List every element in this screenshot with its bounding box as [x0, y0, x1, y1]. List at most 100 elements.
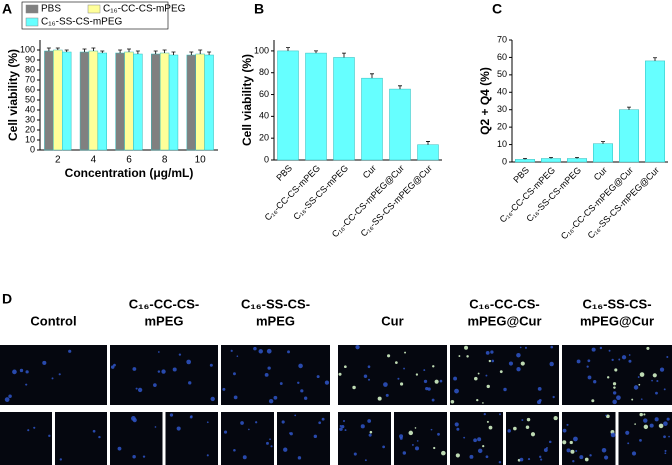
error-bar: [189, 51, 194, 55]
cell: [485, 350, 490, 355]
panel-title: C₁₆-SS-CS-: [241, 296, 310, 311]
cell: [599, 346, 603, 350]
cell: [232, 372, 236, 376]
error-bar: [198, 49, 203, 54]
cell: [455, 453, 460, 458]
cell: [427, 387, 431, 391]
panel-title: C₁₆-CC-CS-: [129, 296, 200, 311]
cell: [540, 458, 543, 461]
cell: [537, 386, 542, 391]
y-tick-label: 0: [30, 144, 35, 154]
cell: [439, 379, 443, 383]
cell: [643, 413, 646, 416]
cell: [639, 438, 642, 442]
y-tick-label: 20: [497, 122, 507, 132]
x-tick-label: PBS: [274, 163, 294, 183]
cell: [303, 396, 308, 400]
micrograph: [221, 345, 330, 405]
error-bar: [100, 50, 105, 53]
bar: [168, 54, 179, 151]
bar: [277, 50, 299, 161]
y-tick-label: 50: [497, 69, 507, 79]
cell: [270, 445, 273, 448]
y-tick-label: 70: [497, 34, 507, 44]
micrograph: [277, 412, 330, 465]
cell: [539, 455, 542, 458]
cell: [369, 430, 373, 434]
cell: [434, 379, 439, 384]
cell: [206, 454, 209, 457]
cell: [132, 455, 136, 459]
cell: [12, 369, 17, 375]
cell: [402, 451, 407, 455]
cell: [498, 460, 502, 464]
cell: [415, 373, 419, 376]
cell: [482, 444, 485, 448]
cell: [300, 389, 304, 393]
cell: [527, 458, 531, 461]
error-bar: [342, 52, 346, 58]
y-tick-label: 100: [20, 44, 35, 54]
cell: [367, 365, 371, 369]
error-bar: [153, 50, 158, 54]
micrograph: [221, 412, 274, 465]
cell: [618, 358, 621, 361]
cell: [628, 354, 631, 356]
cell: [589, 454, 592, 457]
cell: [4, 397, 10, 402]
y-tick-label: 20: [25, 124, 35, 134]
cell: [404, 351, 406, 354]
cell: [453, 376, 458, 381]
cell: [491, 359, 495, 363]
cell: [423, 369, 426, 372]
cell: [248, 428, 250, 431]
cell: [454, 388, 459, 394]
micrograph: [0, 412, 52, 465]
cell: [456, 427, 460, 431]
micrograph: [110, 345, 218, 405]
cell: [476, 398, 479, 402]
cell: [488, 359, 492, 363]
x-tick-label: Cur: [592, 165, 609, 182]
cell: [258, 349, 263, 354]
cell: [458, 355, 461, 357]
cell: [289, 432, 291, 434]
y-tick-label: 60: [25, 84, 35, 94]
cell: [430, 428, 433, 431]
cell: [157, 351, 160, 353]
cell: [553, 415, 558, 421]
panel-title: Control: [30, 313, 76, 328]
cell: [524, 346, 527, 349]
cell: [652, 373, 657, 378]
bar: [389, 88, 411, 161]
cell: [612, 391, 617, 395]
cell: [98, 435, 101, 439]
cell: [519, 457, 524, 462]
error-bar: [207, 51, 212, 55]
cell: [42, 360, 47, 365]
bar: [515, 159, 535, 163]
error-bar: [653, 57, 657, 61]
cell: [397, 377, 400, 380]
cell: [431, 398, 435, 402]
cell: [255, 421, 258, 424]
cell: [110, 365, 115, 369]
cell: [161, 369, 166, 374]
cell: [520, 361, 525, 366]
error-bar: [370, 73, 374, 79]
x-axis-label: Concentration (μg/mL): [65, 166, 194, 180]
panel-title: C₁₆-CC-CS-: [469, 296, 540, 311]
cell: [242, 455, 247, 460]
cell: [638, 383, 641, 386]
cell: [364, 459, 367, 462]
cell: [206, 421, 209, 424]
bar: [305, 52, 327, 161]
cell: [441, 450, 446, 456]
cell: [360, 424, 365, 429]
bar: [151, 53, 161, 151]
y-tick-label: 100: [254, 45, 269, 55]
bar: [645, 60, 665, 163]
cell: [368, 378, 371, 381]
cell: [639, 412, 643, 417]
cell: [387, 354, 391, 358]
